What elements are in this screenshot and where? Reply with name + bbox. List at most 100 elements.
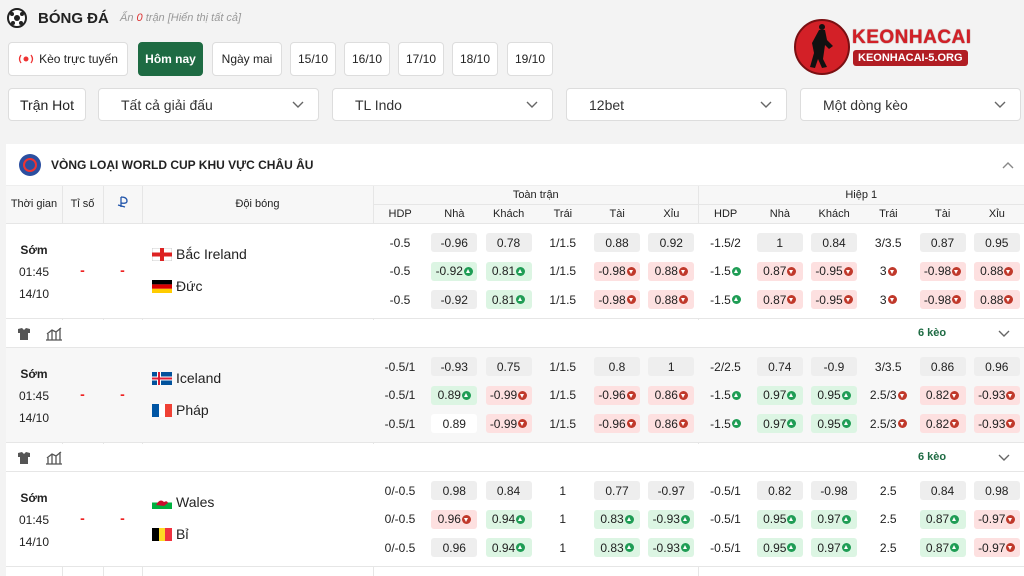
tab[interactable]: Hôm nay <box>138 42 203 76</box>
odds-cell[interactable]: -0.5/1 <box>377 357 423 376</box>
odds-cell[interactable]: -0.5 <box>377 233 423 252</box>
odds-cell[interactable]: -0.92 <box>431 261 478 281</box>
odds-cell[interactable]: 0/-0.5 <box>377 538 423 557</box>
odds-cell[interactable]: 1/1.5 <box>540 290 586 309</box>
odds-cell[interactable]: 0.95 <box>973 233 1020 252</box>
odds-cell[interactable]: 0.81 <box>485 261 532 281</box>
league-bar[interactable]: VÒNG LOẠI WORLD CUP KHU VỰC CHÂU ÂU <box>6 144 1024 186</box>
tab[interactable]: 17/10 <box>398 42 444 76</box>
team-row[interactable]: Iceland <box>152 370 221 386</box>
tab[interactable]: 19/10 <box>507 42 553 76</box>
odds-cell[interactable]: 1/1.5 <box>540 357 586 376</box>
odds-cell[interactable]: 0.87 <box>919 538 966 557</box>
odds-cell[interactable]: 0.82 <box>919 385 966 405</box>
odds-cell[interactable]: 3 <box>865 262 911 281</box>
team-row[interactable]: Pháp <box>152 402 209 418</box>
odds-cell[interactable]: 0.88 <box>648 261 695 281</box>
odds-cell[interactable]: -0.97 <box>973 509 1020 529</box>
odds-cell[interactable]: 3/3.5 <box>865 233 911 252</box>
odds-cell[interactable]: 0.97 <box>811 538 857 557</box>
odds-cell[interactable]: 0.98 <box>431 481 478 500</box>
odds-cell[interactable]: 1 <box>540 510 586 529</box>
odds-cell[interactable]: 0.97 <box>756 385 803 405</box>
odds-cell[interactable]: 0.84 <box>811 233 857 252</box>
odds-cell[interactable]: 1 <box>648 357 695 376</box>
tab[interactable]: 16/10 <box>344 42 390 76</box>
odds-cell[interactable]: 2.5 <box>865 538 911 557</box>
odds-cell[interactable]: 0.8 <box>594 357 640 376</box>
odds-cell[interactable]: -0.98 <box>919 261 966 281</box>
tab[interactable]: 18/10 <box>452 42 498 76</box>
odds-cell[interactable]: 0.88 <box>973 261 1020 281</box>
odds-cell[interactable]: -1.5 <box>703 290 749 309</box>
odds-cell[interactable]: 0.87 <box>756 261 803 281</box>
team-row[interactable]: Wales <box>152 494 214 510</box>
odds-cell[interactable]: -0.5/1 <box>377 414 423 433</box>
odds-cell[interactable]: -0.96 <box>594 385 640 405</box>
odds-cell[interactable]: 0.88 <box>594 233 640 252</box>
odds-cell[interactable]: -2/2.5 <box>703 357 749 376</box>
odds-cell[interactable]: 1/1.5 <box>540 233 586 252</box>
odds-cell[interactable]: 0.87 <box>756 290 803 309</box>
team-row[interactable]: Bắc Ireland <box>152 246 247 262</box>
team-row[interactable]: Bỉ <box>152 526 188 542</box>
odds-cell[interactable]: 0.84 <box>919 481 966 500</box>
tab[interactable]: 15/10 <box>290 42 336 76</box>
odds-cell[interactable]: 0.96 <box>973 357 1020 376</box>
more-count[interactable]: 6 kèo <box>918 327 947 339</box>
odds-cell[interactable]: 0.83 <box>594 538 640 557</box>
odds-cell[interactable]: -0.93 <box>648 538 695 557</box>
odds-cell[interactable]: 0.96 <box>431 509 478 529</box>
odds-cell[interactable]: 0.94 <box>485 538 532 557</box>
odds-cell[interactable]: 2.5 <box>865 481 911 500</box>
odds-cell[interactable]: 0.95 <box>756 538 803 557</box>
odds-cell[interactable]: 0.77 <box>594 481 640 500</box>
odds-cell[interactable]: -0.95 <box>811 261 857 281</box>
odds-cell[interactable]: -1.5 <box>703 262 749 281</box>
odds-cell[interactable]: 0.98 <box>973 481 1020 500</box>
odds-cell[interactable]: -0.96 <box>594 414 640 433</box>
odds-cell[interactable]: 0.88 <box>648 290 695 309</box>
odds-cell[interactable]: 1/1.5 <box>540 262 586 281</box>
odds-cell[interactable]: -0.99 <box>485 414 532 433</box>
odds-cell[interactable]: 3 <box>865 290 911 309</box>
odds-cell[interactable]: 0.95 <box>756 509 803 529</box>
odds-cell[interactable]: -0.5/1 <box>703 481 749 500</box>
odds-cell[interactable]: 2.5 <box>865 510 911 529</box>
odds-cell[interactable]: 0.82 <box>756 481 803 500</box>
odds-cell[interactable]: 2.5/3 <box>865 414 911 433</box>
odds-cell[interactable]: 0/-0.5 <box>377 481 423 500</box>
odds-cell[interactable]: 0.81 <box>485 290 532 309</box>
odds-cell[interactable]: 0.78 <box>485 233 532 252</box>
odds-cell[interactable]: 0.83 <box>594 509 640 529</box>
odds-cell[interactable]: 0.88 <box>973 290 1020 309</box>
odds-cell[interactable]: 3/3.5 <box>865 357 911 376</box>
odds-cell[interactable]: 1/1.5 <box>540 414 586 433</box>
odds-cell[interactable]: 0.89 <box>431 414 478 433</box>
odds-cell[interactable]: 0/-0.5 <box>377 510 423 529</box>
more-count[interactable]: 6 kèo <box>918 451 947 463</box>
odds-cell[interactable]: 0.86 <box>919 357 966 376</box>
odds-cell[interactable]: -0.5/1 <box>703 510 749 529</box>
odds-cell[interactable]: -0.97 <box>648 481 695 500</box>
tab[interactable]: Ngày mai <box>212 42 282 76</box>
odds-cell[interactable]: 0.97 <box>811 509 857 529</box>
odds-cell[interactable]: 0.97 <box>756 414 803 433</box>
dropdown[interactable]: TL Indo <box>332 88 553 121</box>
dropdown[interactable]: Tất cả giải đấu <box>98 88 319 121</box>
odds-cell[interactable]: -1.5 <box>703 386 749 405</box>
odds-cell[interactable]: 1 <box>540 481 586 500</box>
odds-cell[interactable]: -0.95 <box>811 290 857 309</box>
odds-cell[interactable]: 0.95 <box>811 385 857 405</box>
tab[interactable]: Kèo trực tuyến <box>8 42 128 76</box>
more-bar[interactable]: 6 kèo <box>6 444 1024 472</box>
odds-cell[interactable]: 0.92 <box>648 233 695 252</box>
odds-cell[interactable]: -1.5 <box>703 414 749 433</box>
odds-cell[interactable]: 0.95 <box>811 414 857 433</box>
odds-cell[interactable]: 0.74 <box>756 357 803 376</box>
odds-cell[interactable]: 1 <box>540 538 586 557</box>
hidden-info[interactable]: Ẩn 0 trận [Hiển thị tất cả] <box>120 12 241 24</box>
dropdown[interactable]: Một dòng kèo <box>800 88 1021 121</box>
odds-cell[interactable]: 0.89 <box>431 385 478 405</box>
odds-cell[interactable]: -0.5 <box>377 262 423 281</box>
